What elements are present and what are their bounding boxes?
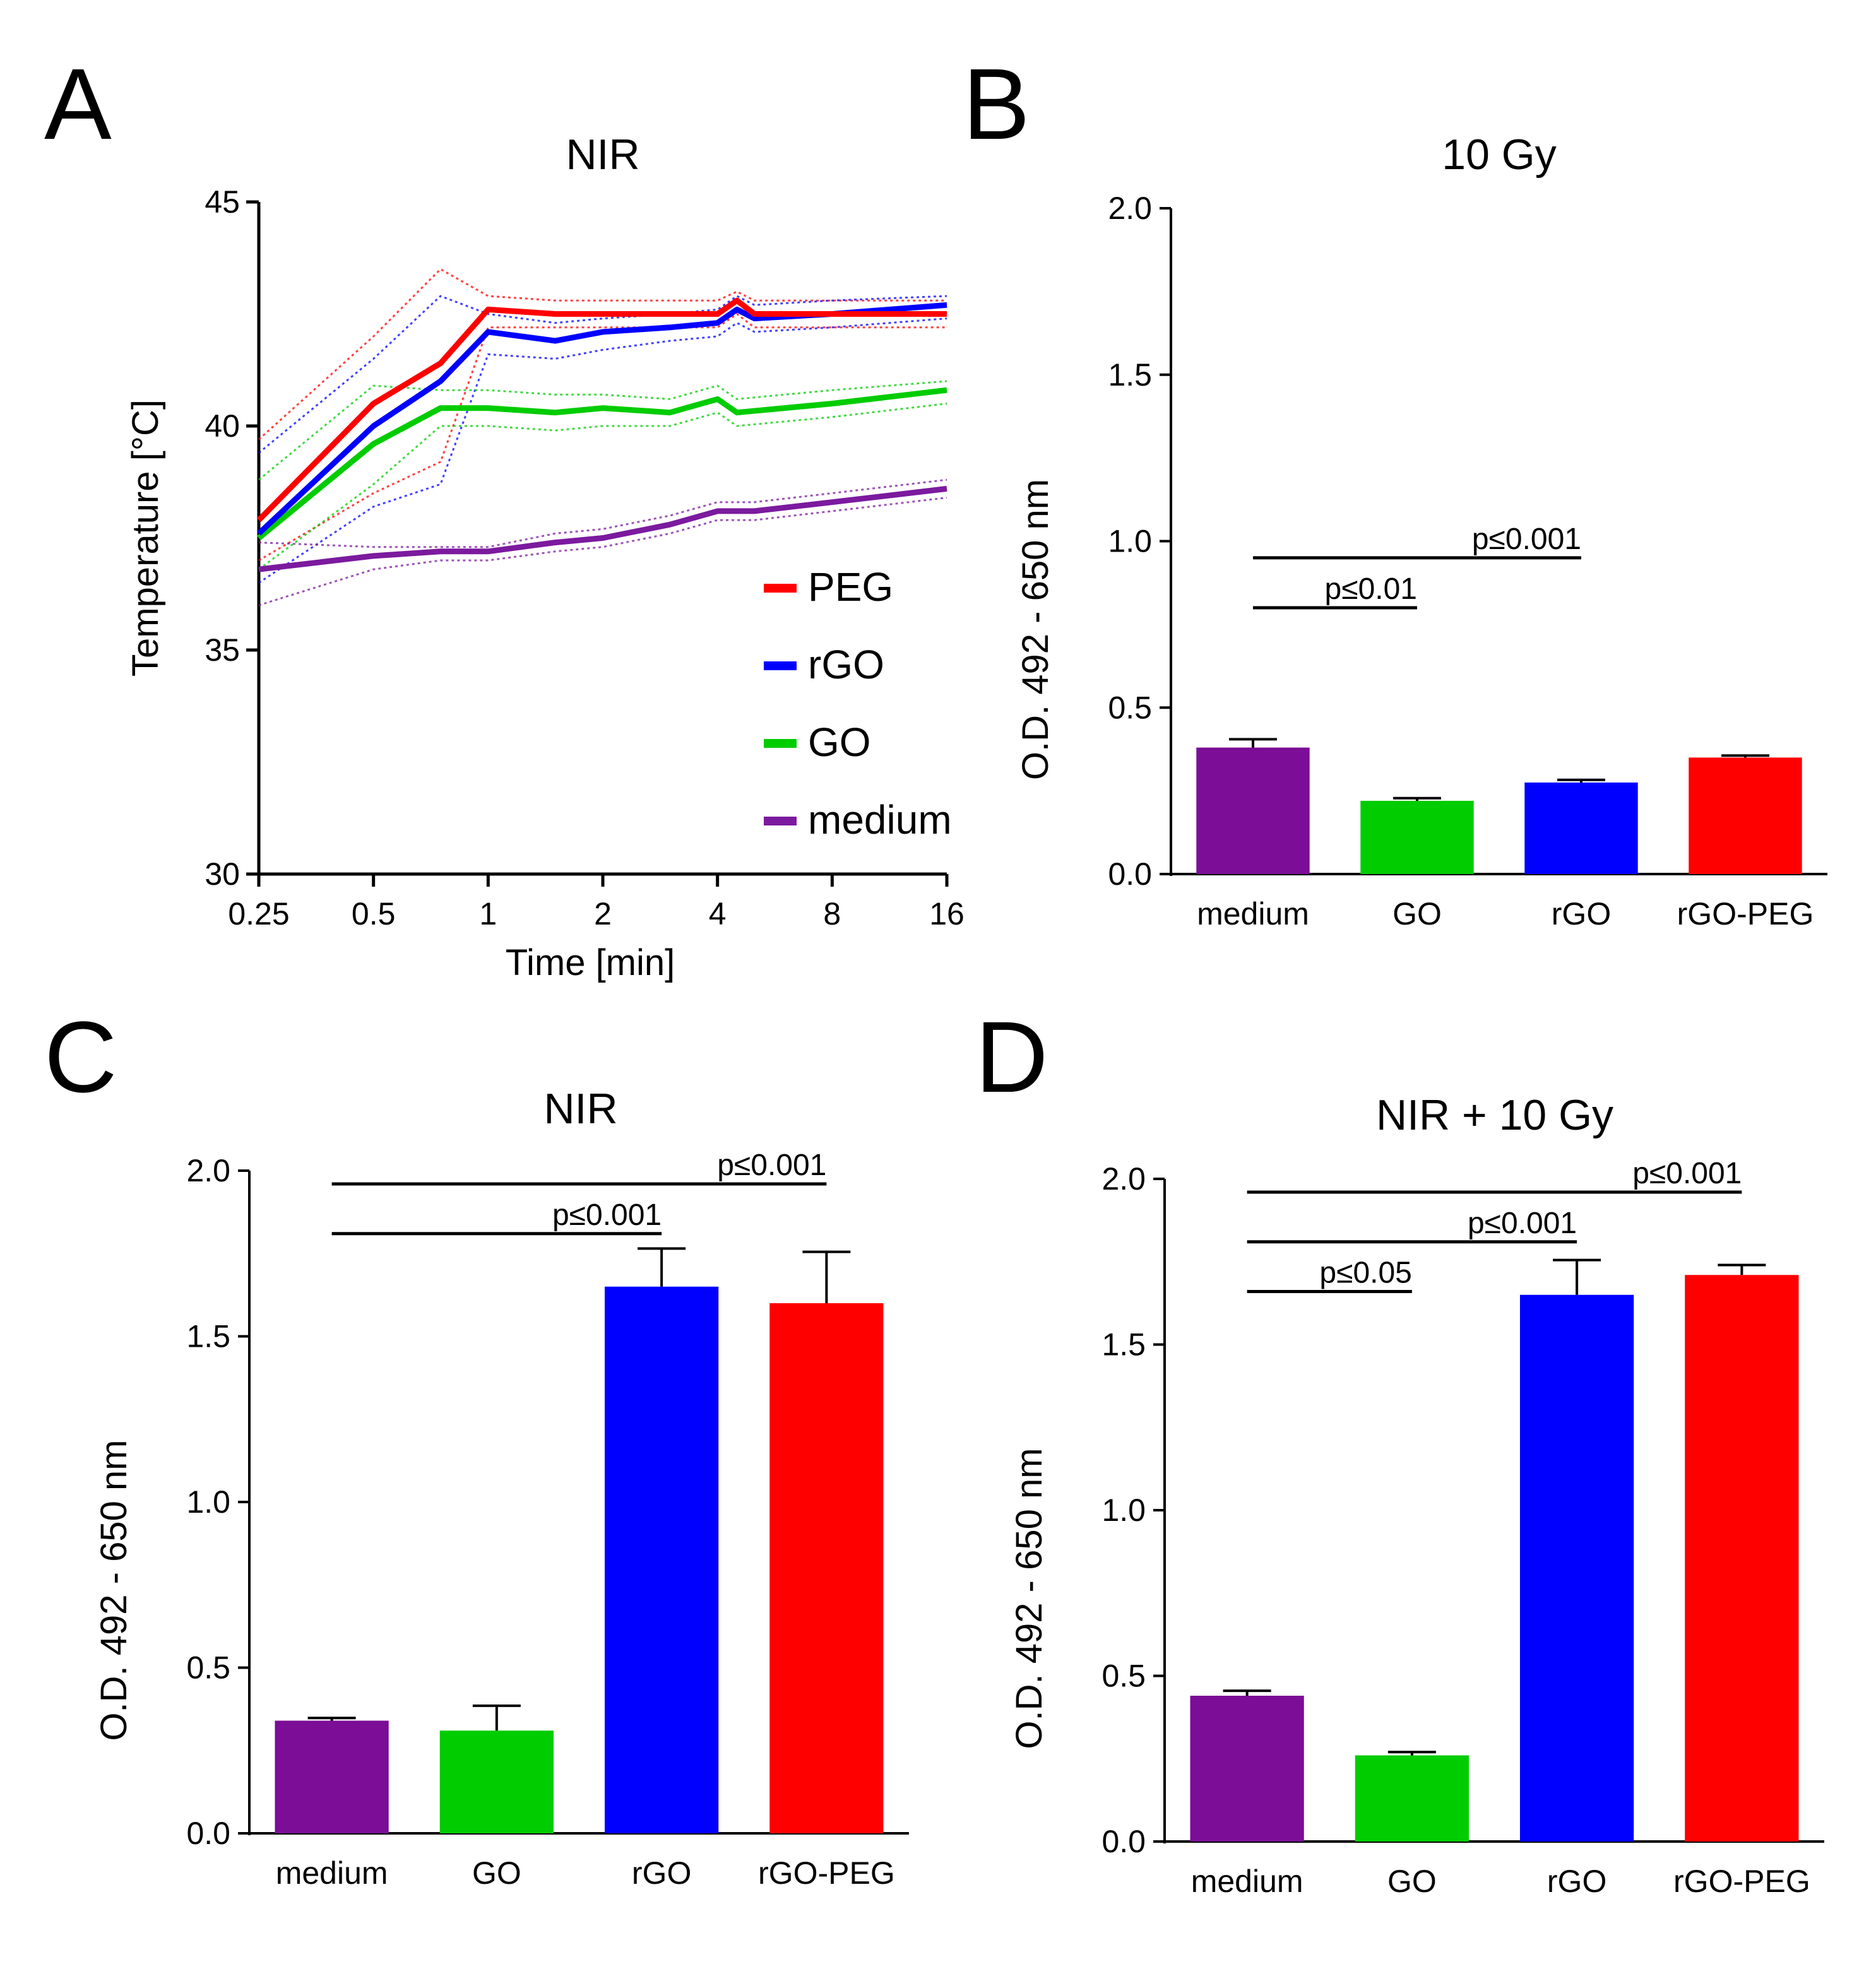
panel-a-x-tick-label: 4 bbox=[709, 896, 727, 931]
panel-d-y-tick-label: 1.0 bbox=[1101, 1493, 1146, 1528]
panel-a-series-rgo-upper-band bbox=[258, 295, 947, 454]
panel-d-x-tick-label: rGO bbox=[1547, 1864, 1606, 1899]
panel-d-bar-go bbox=[1355, 1755, 1469, 1842]
panel-b-bar-chart: 10 Gy 0.0 0.5 1.0 1.5 2.0 O.D. 492 - 650 nm med… bbox=[1015, 131, 1827, 931]
panel-d-bar-rgo-peg bbox=[1685, 1275, 1799, 1842]
panel-b-y-tick-label: 0.5 bbox=[1108, 690, 1152, 725]
panel-d-significance-label: p≤0.05 bbox=[1319, 1256, 1411, 1290]
panel-d-bar-rgo bbox=[1519, 1294, 1634, 1842]
panel-c-x-tick-label: medium bbox=[276, 1855, 388, 1891]
panel-d-x-tick-label: rGO-PEG bbox=[1673, 1864, 1810, 1899]
panel-b-title: 10 Gy bbox=[1442, 131, 1556, 179]
panel-d-y-tick-label: 0.5 bbox=[1101, 1659, 1146, 1694]
panel-c-x-tick-label: rGO-PEG bbox=[758, 1855, 895, 1891]
panel-c-bar-chart: NIR 0.0 0.5 1.0 1.5 2.0 O.D. 492 - 650 nm mediu… bbox=[93, 1085, 909, 1891]
panel-c-significance-label: p≤0.001 bbox=[717, 1149, 826, 1182]
panel-d-y-tick-label: 2.0 bbox=[1101, 1161, 1146, 1197]
panel-letter-d: D bbox=[975, 1000, 1048, 1113]
panel-a-line-chart: NIR 30 35 40 45 0.25 0.5 1 2 4 8 16 Time [min] Temper… bbox=[125, 131, 965, 983]
panel-a-x-tick-label: 8 bbox=[823, 896, 841, 931]
panel-a-series-peg-line bbox=[256, 297, 947, 523]
panel-c-x-tick-label: rGO bbox=[632, 1855, 691, 1891]
panel-a-x-axis-label: Time [min] bbox=[506, 942, 675, 983]
panel-b-y-axis-label: O.D. 492 - 650 nm bbox=[1015, 479, 1056, 780]
panel-c-y-axis-label: O.D. 492 - 650 nm bbox=[93, 1440, 134, 1741]
panel-d-x-tick-label: medium bbox=[1191, 1864, 1303, 1899]
panel-a-legend-rgo-label: rGO bbox=[808, 642, 884, 687]
panel-c-y-tick-label: 1.5 bbox=[186, 1319, 230, 1354]
panel-d-bar-chart: NIR + 10 Gy 0.0 0.5 1.0 1.5 2.0 O.D. 492 - 650… bbox=[1009, 1091, 1824, 1899]
panel-a-y-tick-label: 30 bbox=[205, 856, 240, 892]
panel-letter-a: A bbox=[44, 47, 112, 160]
panel-letter-c: C bbox=[44, 1000, 117, 1113]
panel-a-legend-go-label: GO bbox=[808, 719, 871, 765]
panel-d-significance-label: p≤0.001 bbox=[1468, 1207, 1577, 1240]
panel-b-x-tick-label: rGO-PEG bbox=[1677, 896, 1814, 931]
panel-c-significance-label: p≤0.001 bbox=[552, 1198, 662, 1232]
panel-a-series-peg-upper-band bbox=[258, 268, 947, 441]
panel-c-y-tick-label: 2.0 bbox=[186, 1153, 230, 1188]
panel-d-title: NIR + 10 Gy bbox=[1376, 1091, 1613, 1139]
panel-c-bar-medium bbox=[275, 1720, 389, 1833]
panel-d-x-tick-label: GO bbox=[1387, 1864, 1437, 1899]
panel-a-x-tick-label: 1 bbox=[479, 896, 497, 931]
panel-b-bar-rgo bbox=[1524, 782, 1638, 874]
panel-a-series-go-lower-band bbox=[258, 403, 947, 571]
panel-a-y-tick-label: 35 bbox=[205, 632, 240, 668]
panel-a-legend-medium-label: medium bbox=[808, 797, 952, 843]
panel-a-series-medium-upper-band bbox=[258, 478, 947, 548]
panel-a-x-tick-label: 2 bbox=[594, 896, 612, 931]
panel-a-y-tick-label: 45 bbox=[205, 184, 240, 220]
panel-b-bar-rgo-peg bbox=[1689, 757, 1802, 874]
panel-a-y-tick-label: 40 bbox=[205, 408, 240, 444]
panel-b-significance-label: p≤0.01 bbox=[1325, 572, 1417, 606]
panel-a-series-rgo-line bbox=[256, 302, 947, 536]
panel-c-bar-rgo-peg bbox=[769, 1303, 884, 1833]
panel-a-series-medium-line bbox=[258, 485, 947, 572]
panel-a-series-rgo-lower-band bbox=[258, 317, 947, 584]
panel-d-y-axis-label: O.D. 492 - 650 nm bbox=[1009, 1448, 1050, 1749]
panel-b-bar-go bbox=[1360, 800, 1474, 874]
panel-b-significance-label: p≤0.001 bbox=[1472, 523, 1581, 556]
panel-b-y-tick-label: 2.0 bbox=[1108, 191, 1152, 226]
panel-a-legend-peg-label: PEG bbox=[808, 564, 893, 610]
panel-c-bar-go bbox=[439, 1730, 554, 1833]
panel-c-y-tick-label: 0.0 bbox=[186, 1816, 230, 1851]
panel-b-x-tick-label: GO bbox=[1392, 896, 1442, 931]
panel-d-y-tick-label: 0.0 bbox=[1101, 1824, 1146, 1859]
panel-b-y-tick-label: 1.0 bbox=[1108, 524, 1152, 559]
panel-a-title: NIR bbox=[566, 131, 639, 179]
panel-a-x-tick-label: 16 bbox=[929, 896, 965, 931]
panel-a-x-tick-label: 0.25 bbox=[228, 896, 289, 931]
panel-letter-b: B bbox=[963, 47, 1030, 160]
panel-a-series-go-line bbox=[257, 387, 947, 540]
panel-c-y-tick-label: 1.0 bbox=[186, 1484, 230, 1520]
panel-c-x-tick-label: GO bbox=[472, 1855, 521, 1891]
panel-a-series-peg-lower-band bbox=[258, 312, 947, 562]
panel-c-bar-rgo bbox=[604, 1286, 719, 1833]
panel-a-series-medium-lower-band bbox=[258, 497, 947, 606]
panel-a-x-tick-label: 0.5 bbox=[352, 896, 396, 931]
panel-b-y-tick-label: 1.5 bbox=[1108, 357, 1152, 393]
panel-b-x-tick-label: medium bbox=[1197, 896, 1309, 931]
panel-d-bar-medium bbox=[1190, 1696, 1304, 1842]
panel-d-significance-label: p≤0.001 bbox=[1632, 1157, 1742, 1190]
panel-a-series-go-upper-band bbox=[258, 380, 947, 481]
panel-b-x-tick-label: rGO bbox=[1552, 896, 1611, 931]
panel-b-y-tick-label: 0.0 bbox=[1108, 856, 1152, 892]
panel-d-y-tick-label: 1.5 bbox=[1101, 1327, 1146, 1363]
panel-b-bar-medium bbox=[1196, 747, 1310, 874]
panel-c-y-tick-label: 0.5 bbox=[186, 1650, 230, 1686]
panel-c-title: NIR bbox=[543, 1085, 617, 1133]
panel-a-y-axis-label: Temperature [°C] bbox=[125, 399, 166, 677]
